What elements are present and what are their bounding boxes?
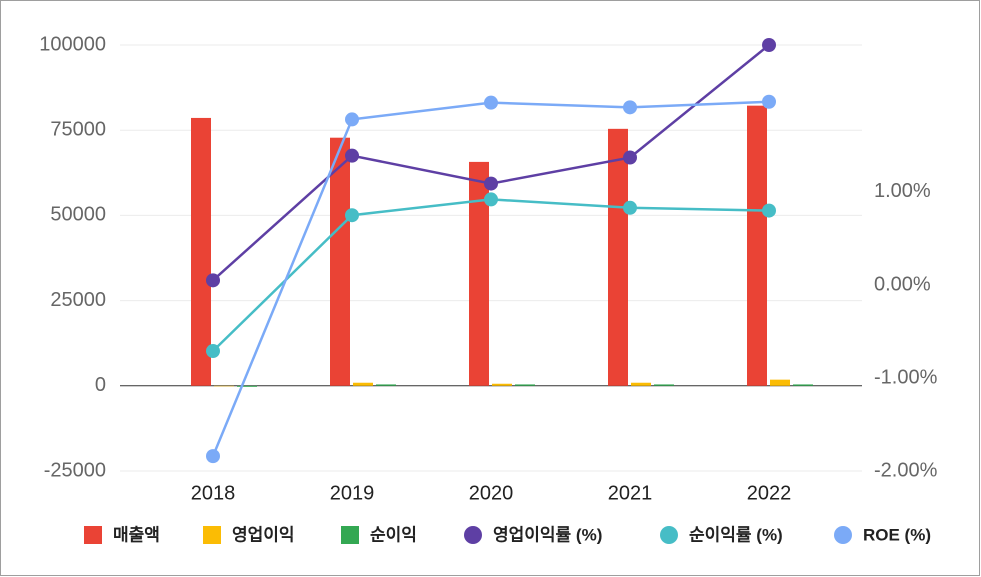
legend-swatch	[660, 526, 678, 544]
y-tick-label: -25000	[44, 459, 106, 481]
point	[762, 203, 776, 218]
bar	[747, 105, 767, 386]
bar	[654, 384, 674, 386]
legend-label: 영업이익률 (%)	[493, 525, 602, 544]
y2-tick-label: 1.00%	[874, 180, 931, 202]
y2-tick-label: -2.00%	[874, 459, 938, 481]
legend-label: 순이익률 (%)	[689, 525, 783, 544]
x-tick-label: 2019	[330, 482, 375, 504]
y-tick-label: 100000	[39, 33, 106, 55]
legend-swatch	[84, 526, 102, 544]
y2-tick-label: -1.00%	[874, 366, 938, 388]
bar	[376, 384, 396, 386]
bar	[330, 137, 350, 386]
legend-label: ROE (%)	[863, 525, 931, 544]
legend-swatch	[834, 526, 852, 544]
x-tick-label: 2022	[747, 482, 792, 504]
point	[345, 148, 359, 163]
legend-swatch	[341, 526, 359, 544]
y-tick-label: 50000	[50, 204, 106, 226]
legend-label: 순이익	[370, 525, 417, 544]
bar	[515, 384, 535, 386]
bar	[353, 382, 373, 386]
bar	[191, 117, 211, 386]
bar	[608, 128, 628, 386]
y-tick-label: 75000	[50, 118, 106, 140]
legend-swatch	[464, 526, 482, 544]
bar	[770, 379, 790, 386]
x-tick-label: 2018	[191, 482, 236, 504]
point	[206, 449, 220, 464]
x-tick-label: 2020	[469, 482, 514, 504]
legend-label: 영업이익	[232, 525, 295, 544]
bar	[492, 383, 512, 386]
point	[484, 192, 498, 207]
point	[206, 344, 220, 359]
y2-tick-label: 0.00%	[874, 273, 931, 295]
point	[484, 95, 498, 110]
point	[762, 38, 776, 52]
point	[345, 208, 359, 223]
point	[762, 94, 776, 109]
bar	[631, 382, 651, 386]
point	[206, 273, 220, 288]
x-tick-label: 2021	[608, 482, 653, 504]
point	[623, 200, 637, 215]
bar	[237, 385, 257, 387]
point	[623, 100, 637, 115]
point	[623, 150, 637, 165]
y-tick-label: 0	[95, 374, 106, 396]
legend-label: 매출액	[113, 525, 160, 544]
bar	[793, 384, 813, 386]
point	[345, 112, 359, 127]
bar	[469, 161, 489, 386]
point	[484, 176, 498, 191]
y-tick-label: 25000	[50, 289, 106, 311]
legend-swatch	[203, 526, 221, 544]
bar	[214, 385, 234, 387]
